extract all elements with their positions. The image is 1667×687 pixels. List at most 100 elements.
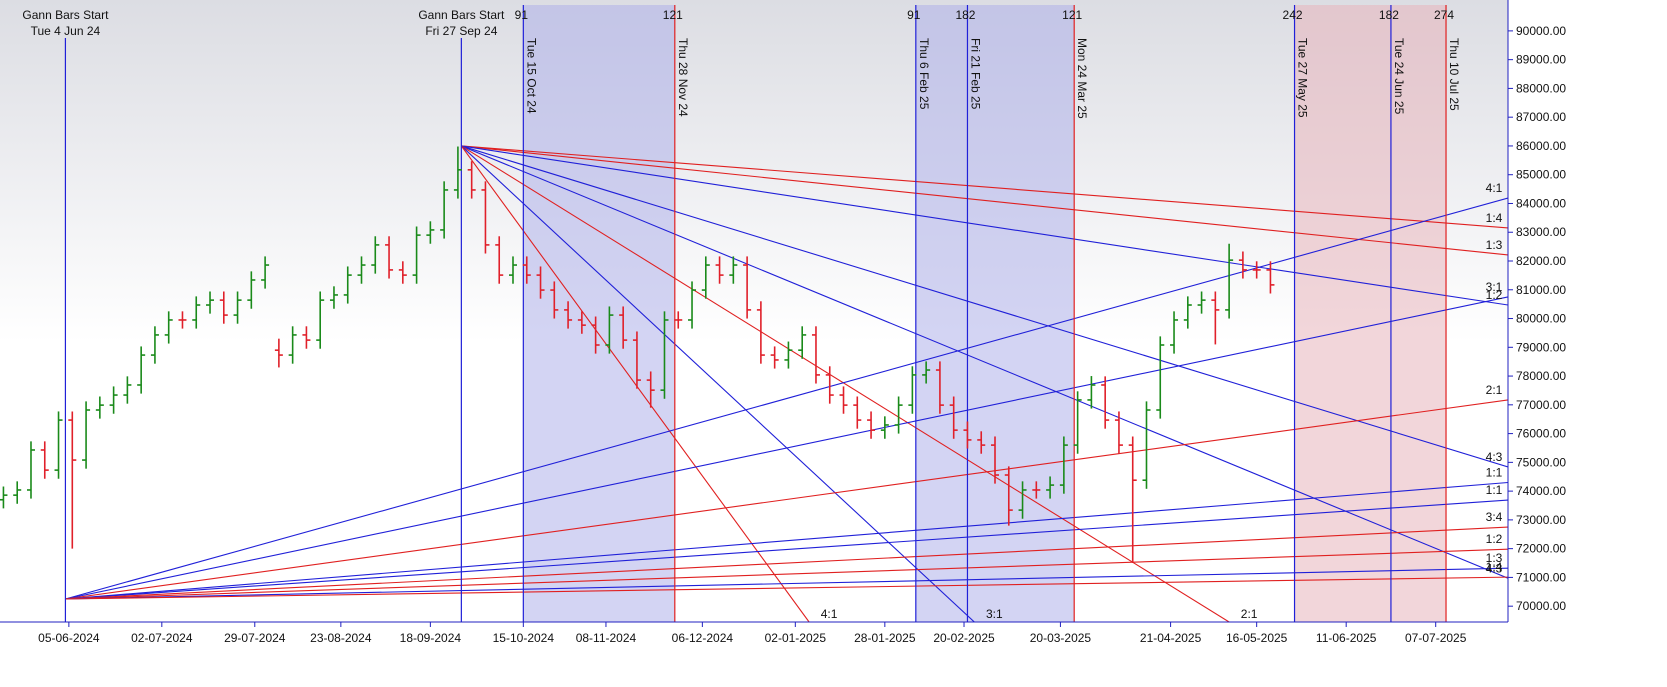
y-tick-label: 72000.00: [1516, 542, 1566, 556]
x-tick-label: 11-06-2025: [1316, 631, 1377, 645]
y-tick-label: 70000.00: [1516, 599, 1566, 613]
fan-label: 4:3: [1486, 450, 1503, 464]
x-tick-label: 18-09-2024: [400, 631, 462, 645]
y-tick-label: 77000.00: [1516, 398, 1566, 412]
fan-line: [461, 145, 1508, 229]
y-tick-label: 71000.00: [1516, 570, 1566, 584]
fan-label: 1:1: [1486, 465, 1503, 479]
vertical-label: Thu 28 Nov 24: [676, 38, 690, 117]
y-tick-label: 84000.00: [1516, 196, 1566, 210]
x-tick-label: 05-06-2024: [38, 631, 100, 645]
vertical-label: Thu 6 Feb 25: [917, 38, 931, 110]
vertical-label: Tue 24 Jun 25: [1392, 38, 1406, 115]
x-tick-label: 15-10-2024: [493, 631, 555, 645]
bar-count: 182: [1379, 8, 1399, 22]
x-tick-label: 28-01-2025: [854, 631, 916, 645]
x-tick-label: 23-08-2024: [310, 631, 372, 645]
y-tick-label: 75000.00: [1516, 455, 1566, 469]
fan-label: 1:2: [1486, 532, 1503, 546]
fan-line: [65, 548, 1508, 600]
fan-label: 2:1: [1241, 607, 1258, 621]
fan-line: [65, 296, 1508, 600]
fan-line: [461, 145, 1508, 579]
x-tick-label: 16-05-2025: [1226, 631, 1288, 645]
y-tick-label: 86000.00: [1516, 139, 1566, 153]
bar-count: 274: [1434, 8, 1454, 22]
y-tick-label: 83000.00: [1516, 225, 1566, 239]
shaded-band: [915, 5, 1075, 622]
fan-label: 3:1: [986, 607, 1003, 621]
fan-line: [65, 197, 1508, 600]
y-tick-label: 80000.00: [1516, 312, 1566, 326]
vertical-label: Fri 27 Sep 24: [425, 24, 497, 38]
vertical-label: Tue 27 May 25: [1296, 38, 1310, 118]
fan-line: [460, 145, 810, 622]
axes: 70000.00 71000.00 72000.00 73000.00 74000.00…: [38, 24, 1566, 645]
y-tick-label: 74000.00: [1516, 484, 1566, 498]
fan-line: [65, 526, 1508, 600]
shaded-band: [1294, 5, 1447, 622]
labels: 1:41:31:24:34:32:13:14:14:13:12:11:11:13…: [22, 8, 1502, 621]
y-tick-label: 81000.00: [1516, 283, 1566, 297]
fan-label: 3:4: [1486, 510, 1503, 524]
bar-count: 91: [907, 8, 921, 22]
y-tick-label: 88000.00: [1516, 81, 1566, 95]
vertical-title: Gann Bars Start: [418, 8, 505, 22]
vertical-label: Thu 10 Jul 25: [1447, 38, 1461, 111]
y-tick-label: 85000.00: [1516, 168, 1566, 182]
x-tick-label: 06-12-2024: [672, 631, 734, 645]
fan-line: [65, 481, 1508, 600]
fan-label: 2:1: [1486, 383, 1503, 397]
bar-count: 121: [1062, 8, 1082, 22]
fan-line: [65, 399, 1508, 600]
x-tick-label: 21-04-2025: [1140, 631, 1202, 645]
y-tick-label: 89000.00: [1516, 53, 1566, 67]
fan-line: [65, 567, 1508, 600]
plot-background: [0, 0, 1508, 622]
fan-label: 1:2: [1486, 288, 1503, 302]
fan-label: 4:1: [821, 607, 838, 621]
fan-label: 4:1: [1486, 181, 1503, 195]
fan-label: 3:1: [1486, 280, 1503, 294]
x-tick-label: 20-03-2025: [1030, 631, 1092, 645]
fan-line: [461, 145, 1230, 622]
bar-count: 91: [515, 8, 529, 22]
x-tick-label: 07-07-2025: [1405, 631, 1467, 645]
y-tick-label: 76000.00: [1516, 427, 1566, 441]
fan-lines: [65, 145, 1508, 622]
y-tick-label: 78000.00: [1516, 369, 1566, 383]
fan-label: 1:4: [1486, 560, 1503, 574]
bar-count: 182: [955, 8, 975, 22]
fan-line: [65, 499, 1508, 600]
y-tick-label: 73000.00: [1516, 513, 1566, 527]
price-bars: [0, 146, 1275, 564]
fan-label: 1:3: [1486, 551, 1503, 565]
fan-line: [461, 145, 1508, 256]
shaded-band: [523, 5, 675, 622]
fan-label: 1:4: [1486, 211, 1503, 225]
fan-label: 1:1: [1486, 483, 1503, 497]
vertical-label: Fri 21 Feb 25: [968, 38, 982, 110]
bar-count: 242: [1283, 8, 1303, 22]
vertical-label: Tue 4 Jun 24: [31, 24, 101, 38]
vertical-title: Gann Bars Start: [22, 8, 109, 22]
x-tick-label: 08-11-2024: [576, 631, 637, 645]
fan-label: 1:3: [1486, 238, 1503, 252]
vertical-label: Mon 24 Mar 25: [1075, 38, 1089, 119]
x-tick-label: 29-07-2024: [224, 631, 286, 645]
fan-label: 4:3: [1486, 561, 1503, 575]
bands: [523, 5, 1447, 622]
y-tick-label: 87000.00: [1516, 110, 1566, 124]
x-tick-label: 02-07-2024: [131, 631, 193, 645]
fan-line: [461, 145, 1508, 306]
x-tick-label: 20-02-2025: [933, 631, 995, 645]
vertical-lines: [64, 5, 1447, 622]
x-tick-label: 02-01-2025: [765, 631, 827, 645]
y-tick-label: 82000.00: [1516, 254, 1566, 268]
vertical-label: Tue 15 Oct 24: [524, 38, 538, 114]
fan-line: [461, 145, 1508, 468]
bar-count: 121: [663, 8, 683, 22]
y-tick-label: 90000.00: [1516, 24, 1566, 38]
y-tick-label: 79000.00: [1516, 340, 1566, 354]
